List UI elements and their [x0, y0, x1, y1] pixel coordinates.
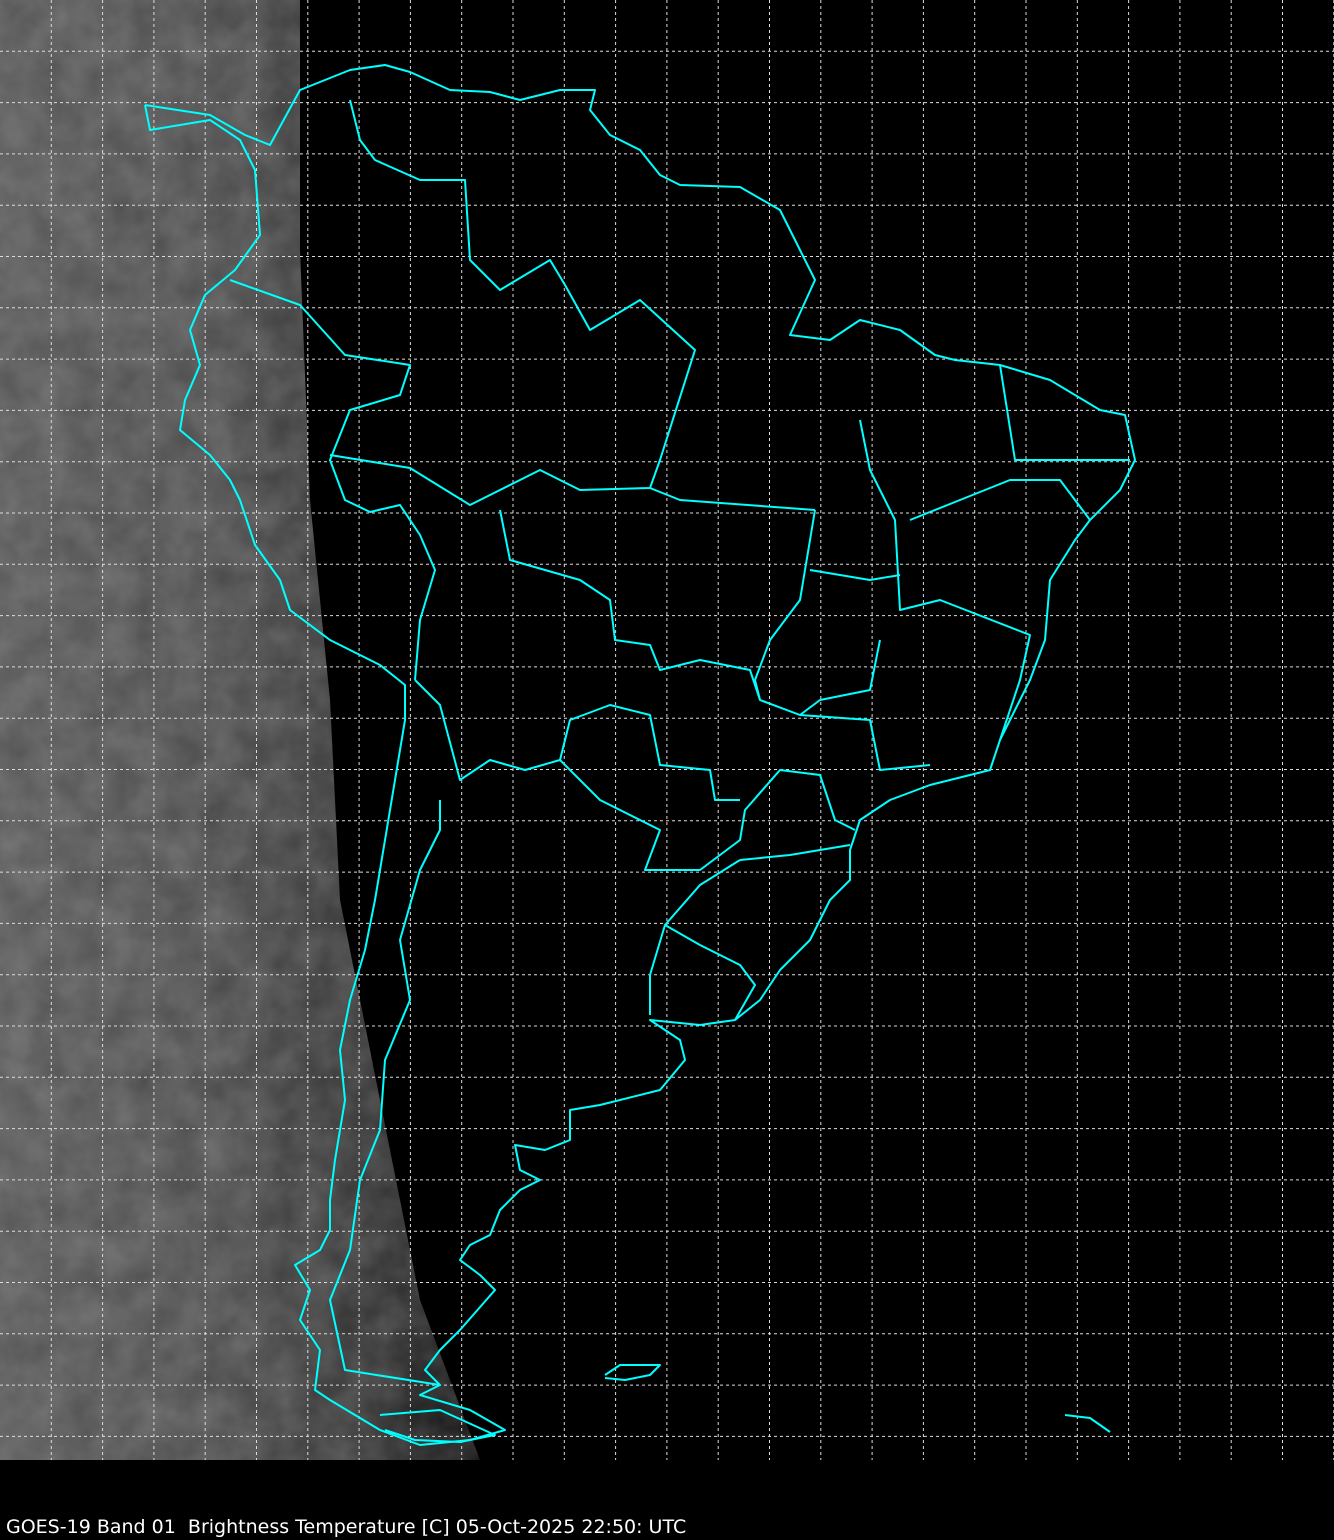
satellite-name: GOES-19 [6, 1516, 91, 1538]
country-border [414, 679, 856, 871]
image-caption: GOES-19 Band 01 Brightness Temperature [… [6, 1515, 686, 1539]
state-border [799, 639, 881, 716]
lat-lon-grid [0, 0, 1334, 1460]
country-border [229, 279, 436, 681]
country-border [559, 704, 740, 801]
country-border [739, 844, 851, 861]
south-georgia [1064, 1414, 1111, 1433]
coastlines-and-borders [144, 64, 1136, 1446]
state-border [999, 364, 1130, 461]
state-border [754, 509, 816, 701]
product-label: Brightness Temperature [C] [187, 1516, 450, 1538]
country-border [499, 509, 931, 771]
falkland-islands [604, 1364, 661, 1381]
state-border [809, 569, 901, 581]
country-border [329, 800, 441, 1386]
south-america-coastline [144, 64, 1136, 1446]
state-border [909, 479, 1091, 521]
country-border [329, 99, 696, 506]
country-border [649, 487, 816, 511]
tierra-del-fuego [379, 1409, 496, 1443]
band-label: Band 01 [96, 1516, 176, 1538]
state-border [859, 419, 1031, 741]
country-border [664, 924, 756, 1021]
timestamp: 05-Oct-2025 22:50: UTC [455, 1516, 687, 1538]
satellite-map [0, 0, 1334, 1460]
